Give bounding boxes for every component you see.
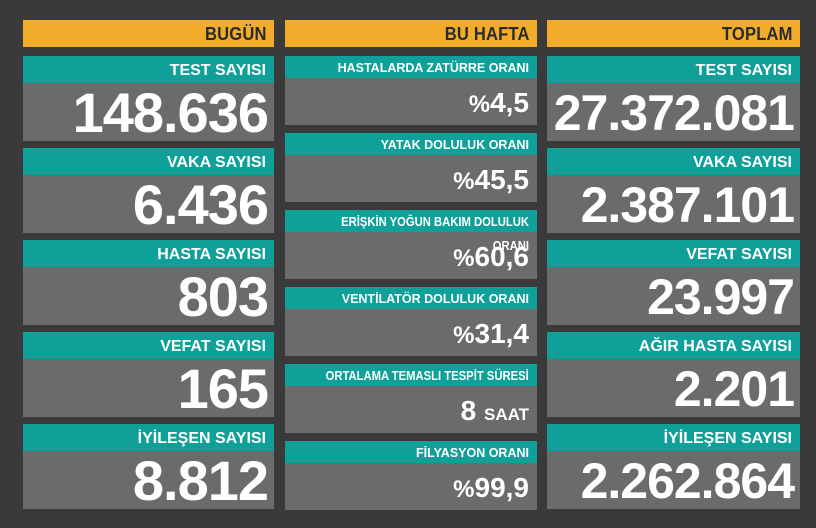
today-death-value: 165 bbox=[23, 359, 274, 419]
total-case-label: VAKA SAYISI bbox=[547, 148, 800, 175]
today-test-value: 148.636 bbox=[23, 83, 274, 143]
today-case-card: VAKA SAYISI 6.436 bbox=[23, 148, 274, 235]
today-column: BUGÜN TEST SAYISI 148.636 VAKA SAYISI 6.… bbox=[23, 20, 274, 511]
week-filiation-card: FİLYASYON ORANI %99,9 bbox=[285, 441, 537, 510]
week-header-label: BU HAFTA bbox=[305, 20, 537, 47]
week-filiation-label: FİLYASYON ORANI bbox=[285, 441, 537, 463]
today-patient-value: 803 bbox=[23, 267, 274, 327]
week-contact-time-card: ORTALAMA TEMASLI TESPİT SÜRESİ 8 SAAT bbox=[285, 364, 537, 433]
today-death-card: VEFAT SAYISI 165 bbox=[23, 332, 274, 419]
today-patient-card: HASTA SAYISI 803 bbox=[23, 240, 274, 327]
total-header-label: TOPLAM bbox=[567, 20, 800, 47]
today-test-label: TEST SAYISI bbox=[23, 56, 274, 83]
today-test-card: TEST SAYISI 148.636 bbox=[23, 56, 274, 143]
total-critical-label: AĞIR HASTA SAYISI bbox=[547, 332, 800, 359]
week-icu-label: ERİŞKİN YOĞUN BAKIM DOLULUK ORANI bbox=[285, 210, 537, 253]
total-case-value: 2.387.101 bbox=[547, 175, 800, 233]
total-death-label: VEFAT SAYISI bbox=[547, 240, 800, 267]
week-pneumonia-label: HASTALARDA ZATÜRRE ORANI bbox=[285, 56, 537, 78]
today-death-label: VEFAT SAYISI bbox=[23, 332, 274, 359]
week-contact-time-label: ORTALAMA TEMASLI TESPİT SÜRESİ bbox=[285, 364, 537, 386]
today-recovered-card: İYİLEŞEN SAYISI 8.812 bbox=[23, 424, 274, 511]
total-test-card: TEST SAYISI 27.372.081 bbox=[547, 56, 800, 141]
today-header-label: BUGÜN bbox=[43, 20, 274, 47]
week-bed-label: YATAK DOLULUK ORANI bbox=[285, 133, 537, 155]
total-recovered-value: 2.262.864 bbox=[547, 451, 800, 509]
week-ventilator-value: %31,4 bbox=[285, 309, 537, 356]
total-critical-card: AĞIR HASTA SAYISI 2.201 bbox=[547, 332, 800, 417]
week-pneumonia-value: %4,5 bbox=[285, 78, 537, 125]
today-patient-label: HASTA SAYISI bbox=[23, 240, 274, 267]
week-icu-card: ERİŞKİN YOĞUN BAKIM DOLULUK ORANI %60,6 bbox=[285, 210, 537, 279]
week-bed-card: YATAK DOLULUK ORANI %45,5 bbox=[285, 133, 537, 202]
today-header: BUGÜN bbox=[23, 20, 274, 47]
today-case-label: VAKA SAYISI bbox=[23, 148, 274, 175]
total-recovered-card: İYİLEŞEN SAYISI 2.262.864 bbox=[547, 424, 800, 509]
today-case-value: 6.436 bbox=[23, 175, 274, 235]
week-filiation-value: %99,9 bbox=[285, 463, 537, 510]
total-header: TOPLAM bbox=[547, 20, 800, 47]
week-pneumonia-card: HASTALARDA ZATÜRRE ORANI %4,5 bbox=[285, 56, 537, 125]
total-death-value: 23.997 bbox=[547, 267, 800, 325]
total-column: TOPLAM TEST SAYISI 27.372.081 VAKA SAYIS… bbox=[547, 20, 800, 509]
week-ventilator-card: VENTİLATÖR DOLULUK ORANI %31,4 bbox=[285, 287, 537, 356]
week-column: BU HAFTA HASTALARDA ZATÜRRE ORANI %4,5 Y… bbox=[285, 20, 537, 510]
total-test-value: 27.372.081 bbox=[547, 83, 800, 141]
week-bed-value: %45,5 bbox=[285, 155, 537, 202]
today-recovered-value: 8.812 bbox=[23, 451, 274, 511]
total-critical-value: 2.201 bbox=[547, 359, 800, 417]
week-contact-time-value: 8 SAAT bbox=[285, 386, 537, 433]
today-recovered-label: İYİLEŞEN SAYISI bbox=[23, 424, 274, 451]
week-ventilator-label: VENTİLATÖR DOLULUK ORANI bbox=[285, 287, 537, 309]
week-icu-value: %60,6 bbox=[285, 232, 537, 279]
total-death-card: VEFAT SAYISI 23.997 bbox=[547, 240, 800, 325]
total-case-card: VAKA SAYISI 2.387.101 bbox=[547, 148, 800, 233]
total-test-label: TEST SAYISI bbox=[547, 56, 800, 83]
week-header: BU HAFTA bbox=[285, 20, 537, 47]
total-recovered-label: İYİLEŞEN SAYISI bbox=[547, 424, 800, 451]
